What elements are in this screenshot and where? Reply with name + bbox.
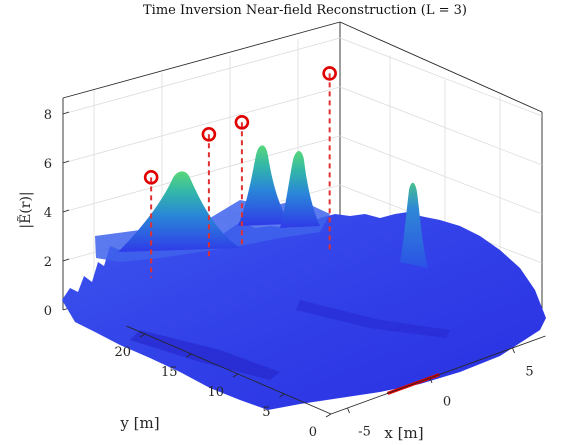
z-axis-label: |Ẽ(r)| [16,191,34,228]
x-axis-line [330,335,546,415]
y-tick-label: 5 [262,405,270,420]
y-tick [279,393,285,398]
z-tick [62,209,70,213]
z-tick-label: 6 [44,157,52,172]
axes-frame [62,21,543,315]
peak-mountain-1 [118,171,240,252]
y-tick [139,333,146,338]
y-tick [186,353,192,358]
z-gridline [339,135,543,215]
x-axis-label: x [m] [384,424,423,442]
surface [62,145,546,410]
z-gridline [62,37,341,115]
z-tick-label: 4 [44,206,52,221]
peak-mountain-2 [238,145,290,226]
z-tick [62,160,70,164]
z-tick [62,111,70,115]
y-tick-label: 10 [207,385,224,400]
z-tick [62,258,70,262]
peak-marker [234,115,250,130]
y-tick-label: 0 [309,425,317,440]
x-tick-label: 0 [443,395,451,410]
chart-title: Time Inversion Near-field Reconstruction… [143,3,467,18]
y-tick [232,373,239,378]
y-tick-label: 20 [114,345,131,360]
x-tick [429,377,433,384]
peak-marker [201,127,217,142]
y-axis-line [126,325,332,415]
chart-marks: -5 0 5 0 5 10 15 20 [114,66,546,440]
y-tick-label: 15 [161,365,178,380]
y-axis-label: y [m] [119,414,159,432]
x-tick [512,347,515,354]
x-tick-label: 5 [525,365,533,380]
x-tick [347,407,350,414]
peak-mountain-3 [280,151,320,228]
z-tick-label: 8 [44,108,52,123]
z-gridline [339,86,543,166]
z-gridline [339,37,543,117]
surface-shadow [130,330,280,380]
peak-marker [143,170,159,185]
x-tick-label: -5 [358,425,371,440]
peak-marker [322,66,337,81]
z-tick-label: 2 [44,255,52,270]
peak-spike-4 [400,182,428,268]
y-tick [325,413,332,418]
z-gridline [62,86,341,164]
z-gridline [62,135,341,213]
z-tick-label: 0 [44,304,52,319]
surface-shadow [296,300,450,338]
